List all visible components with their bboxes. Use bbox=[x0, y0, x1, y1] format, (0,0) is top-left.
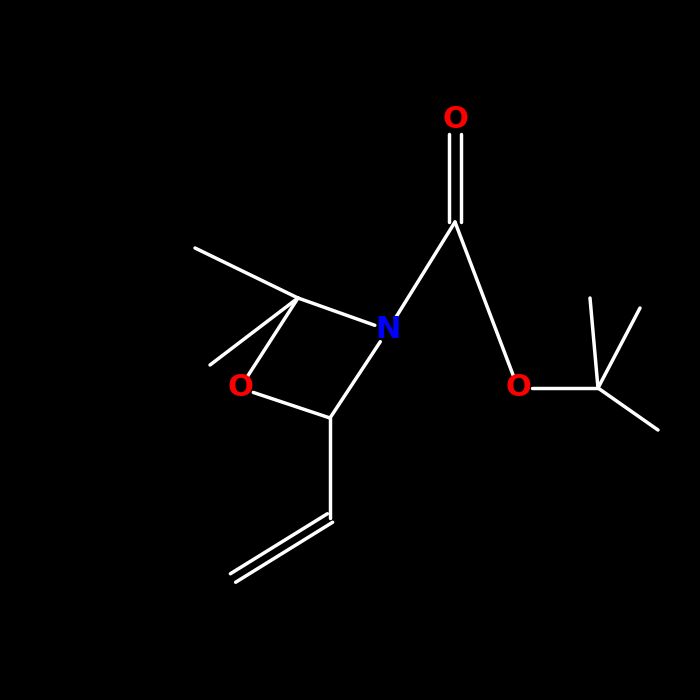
Text: O: O bbox=[505, 374, 531, 402]
Text: O: O bbox=[227, 374, 253, 402]
Text: O: O bbox=[442, 106, 468, 134]
Text: N: N bbox=[375, 316, 400, 344]
